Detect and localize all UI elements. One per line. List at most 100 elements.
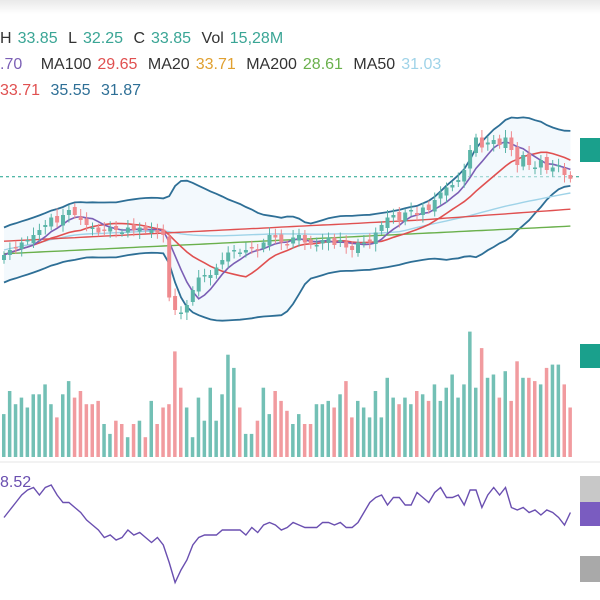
candle-body xyxy=(102,229,107,231)
candle-body xyxy=(297,235,301,241)
volume-bar xyxy=(273,391,277,457)
candle-body xyxy=(167,236,172,298)
volume-bar xyxy=(332,407,336,457)
volume-bar xyxy=(131,424,136,457)
volume-bar xyxy=(550,364,555,457)
candle-body xyxy=(438,192,443,199)
candlesticks xyxy=(2,130,573,320)
candle-body xyxy=(261,242,266,249)
candle-body xyxy=(220,260,225,265)
candle-body xyxy=(533,167,537,169)
volume-marker[interactable] xyxy=(580,344,600,368)
volume-bar xyxy=(462,384,466,457)
candle-body xyxy=(155,230,160,233)
volume-bar xyxy=(497,397,502,457)
volume-bar xyxy=(226,354,230,457)
volume-bar xyxy=(350,417,354,457)
volume-bar xyxy=(25,407,30,457)
rsi-value-marker[interactable] xyxy=(580,502,600,526)
candle-body xyxy=(184,305,189,313)
rsi-indicator xyxy=(3,484,572,585)
candle-body xyxy=(474,137,478,153)
rsi-upper-marker[interactable] xyxy=(580,476,600,504)
volume-bar xyxy=(326,400,330,457)
volume-bar xyxy=(43,384,47,457)
candle-body xyxy=(37,230,42,235)
volume-bar xyxy=(90,404,94,457)
candle-body xyxy=(527,153,532,165)
volume-bar xyxy=(291,424,295,457)
volume-bar xyxy=(521,377,525,457)
candle-body xyxy=(462,170,467,182)
candle-body xyxy=(361,242,366,244)
candle-body xyxy=(120,232,124,234)
candle-body xyxy=(55,216,60,223)
volume-bar xyxy=(13,404,18,457)
candle-body xyxy=(19,242,24,249)
candle-body xyxy=(320,240,325,244)
volume-bars xyxy=(2,331,572,457)
candle-body xyxy=(397,212,402,220)
candle-body xyxy=(479,137,484,148)
volume-bar xyxy=(308,424,313,457)
candle-body xyxy=(450,185,455,188)
last-price-marker[interactable] xyxy=(580,138,600,162)
candle-body xyxy=(444,187,449,196)
candle-body xyxy=(7,250,12,255)
volume-bar xyxy=(426,400,431,457)
bollinger-bands xyxy=(3,116,571,322)
candle-body xyxy=(226,252,231,262)
volume-bar xyxy=(214,420,218,457)
volume-bar xyxy=(161,407,165,457)
candle-body xyxy=(238,252,242,254)
candle-body xyxy=(391,215,396,218)
volume-bar xyxy=(468,331,472,457)
volume-bar xyxy=(137,420,142,457)
volume-bar xyxy=(220,394,224,457)
ma20-label: MA20 xyxy=(147,56,190,73)
candle-body xyxy=(114,226,119,230)
volume-bar xyxy=(379,417,384,457)
volume-bar xyxy=(120,424,124,457)
bb-upper-value: 35.55 xyxy=(50,82,91,99)
volume-bar xyxy=(143,437,148,457)
volume-bar xyxy=(196,397,201,457)
candle-body xyxy=(25,240,30,242)
volume-bar xyxy=(544,367,549,457)
candle-body xyxy=(78,216,83,220)
candle-body xyxy=(96,227,101,233)
volume-bar xyxy=(102,424,106,457)
ma-first-value: .70 xyxy=(0,56,23,73)
volume-bar xyxy=(503,371,507,457)
volume-bar xyxy=(202,420,207,457)
candle-body xyxy=(108,227,113,232)
volume-bar xyxy=(155,424,159,457)
volume-bar xyxy=(320,404,325,457)
volume-bar xyxy=(397,404,401,457)
volume-bar xyxy=(533,381,537,457)
bb-mid-value: 33.71 xyxy=(0,82,41,99)
volume-bar xyxy=(167,404,171,457)
ma100-label: MA100 xyxy=(40,56,92,73)
close-label: C xyxy=(133,30,146,47)
candle-body xyxy=(2,255,6,260)
top-shadow xyxy=(0,0,600,14)
candle-body xyxy=(538,160,543,168)
ma100-line xyxy=(3,208,571,242)
candle-body xyxy=(273,235,278,238)
volume-bar xyxy=(409,404,413,457)
volume-bar xyxy=(527,377,531,457)
volume-bar xyxy=(314,404,319,457)
volume-bar xyxy=(125,437,130,457)
rsi-legend: 8.52 xyxy=(0,474,37,492)
volume-bar xyxy=(37,394,41,457)
ma50-label: MA50 xyxy=(353,56,396,73)
candle-body xyxy=(468,150,473,169)
high-value: 33.85 xyxy=(17,30,58,47)
rsi-lower-marker[interactable] xyxy=(580,556,600,582)
volume-bar xyxy=(184,407,189,457)
candle-body xyxy=(497,138,502,145)
candle-body xyxy=(550,167,555,172)
